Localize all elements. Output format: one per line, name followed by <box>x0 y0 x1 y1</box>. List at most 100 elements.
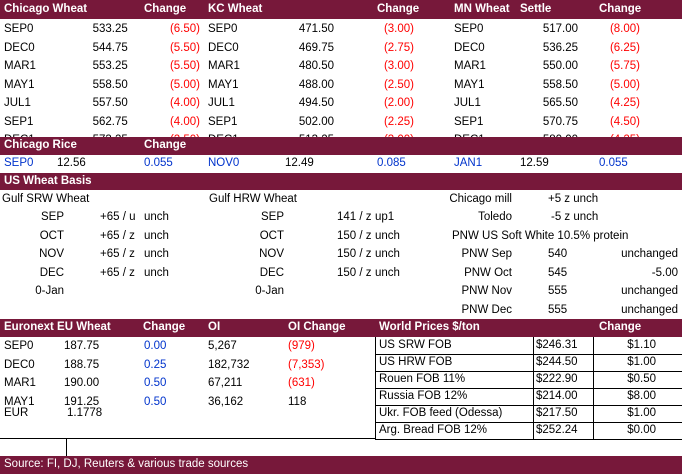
srw-basis-month: DEC <box>39 266 64 279</box>
hrw-basis-month: 0-Jan <box>255 285 284 297</box>
world-row-border <box>375 439 682 440</box>
chicago-mill-value: +5 z unch <box>548 193 599 205</box>
pnw-label: PNW Oct <box>464 266 512 279</box>
kc-change: (2.75) <box>383 41 414 54</box>
world-price: $217.50 <box>536 407 578 419</box>
euronext-world-header: Euronext EU Wheat Change OI OI Change Wo… <box>0 319 682 337</box>
pnw-change: unchanged <box>621 248 678 260</box>
mn-settle: 550.00 <box>542 60 578 73</box>
kc-change: (3.00) <box>383 23 414 36</box>
euronext-change: 0.50 <box>144 377 167 390</box>
euronext-oi-change-label: OI Change <box>288 321 346 333</box>
chicago-settle: 562.75 <box>92 115 128 128</box>
rice-change-3: 0.055 <box>599 157 628 169</box>
euronext-month: SEP0 <box>4 340 34 353</box>
rice-settle-1: 12.56 <box>57 157 86 169</box>
srw-basis-value: +65 / z <box>100 229 135 242</box>
kc-change: (3.00) <box>383 60 414 73</box>
rice-change-label: Change <box>144 139 187 151</box>
world-label: US SRW FOB <box>379 339 452 351</box>
kc-month: JUL1 <box>208 97 235 110</box>
euronext-month: MAY1 <box>4 395 35 408</box>
mn-change: (4.50) <box>609 115 640 128</box>
mn-settle: 558.50 <box>542 78 578 91</box>
hrw-basis-title: Gulf HRW Wheat <box>209 193 297 205</box>
euronext-settle: 188.75 <box>64 358 100 371</box>
world-change: $1.00 <box>627 356 656 368</box>
chicago-month: MAR1 <box>4 60 36 73</box>
kc-month: MAR1 <box>208 60 240 73</box>
chicago-change: (5.50) <box>169 60 200 73</box>
kc-row: DEC0 469.75 (2.75) <box>206 39 416 58</box>
world-label: Rouen FOB 11% <box>379 373 466 385</box>
mn-settle: 536.25 <box>542 41 578 54</box>
mn-month: DEC0 <box>454 41 485 54</box>
rice-header: Chicago Rice Change <box>0 137 682 155</box>
world-price: $214.00 <box>536 390 578 402</box>
pnw-value: 555 <box>548 303 568 316</box>
kc-month: SEP0 <box>208 23 238 36</box>
hrw-basis-note: unch <box>375 248 400 260</box>
chicago-row: DEC0 544.75 (5.50) <box>2 39 202 58</box>
euronext-table: SEP0 187.75 0.00 5,267 (979) DEC0 188.75 0.25 18… <box>2 337 372 411</box>
euronext-oi-change: 118 <box>288 395 307 408</box>
euronext-oi-change: (7,353) <box>288 358 325 371</box>
chicago-change-label: Change <box>144 3 187 15</box>
hrw-basis-value: 150 / z <box>337 248 372 260</box>
hrw-basis-note: up1 <box>375 211 395 223</box>
srw-basis-note: unch <box>144 211 169 223</box>
eur-value: 1.1778 <box>67 407 103 419</box>
srw-basis-value: +65 / u <box>100 211 136 223</box>
srw-basis-month: 0-Jan <box>35 285 64 297</box>
srw-basis-month: SEP <box>40 211 64 223</box>
pnw-label: PNW Dec <box>461 303 512 316</box>
pnw-value: 555 <box>548 285 568 297</box>
euronext-oi: 67,211 <box>208 377 243 390</box>
chicago-row: MAR1 553.25 (5.50) <box>2 57 202 76</box>
mn-row: JUL1 565.50 (4.25) <box>452 94 642 113</box>
rice-change-1: 0.055 <box>144 157 173 169</box>
euronext-title: Euronext EU Wheat <box>4 321 111 333</box>
rice-month-1: SEP0 <box>4 157 34 169</box>
kc-row: MAR1 480.50 (3.00) <box>206 57 416 76</box>
world-price: $252.24 <box>536 424 578 436</box>
chicago-wheat-table: SEP0 533.25 (6.50) DEC0 544.75 (5.50) MAR1 553.… <box>2 20 202 150</box>
euronext-settle: 187.75 <box>64 340 100 353</box>
euronext-oi-change: (631) <box>288 377 315 390</box>
srw-basis-value: +65 / z <box>100 248 135 260</box>
kc-change: (2.00) <box>383 97 414 110</box>
srw-basis-note: unch <box>144 229 169 242</box>
mn-change: (5.00) <box>609 78 640 91</box>
mn-row: SEP0 517.00 (8.00) <box>452 20 642 39</box>
chicago-month: JUL1 <box>4 97 31 110</box>
kc-row: SEP1 502.00 (2.25) <box>206 113 416 132</box>
basis-header: US Wheat Basis <box>0 173 682 190</box>
kc-change-label: Change <box>377 3 420 15</box>
rice-change-2: 0.085 <box>377 157 406 169</box>
srw-basis-month: OCT <box>39 229 64 242</box>
kc-row: MAY1 488.00 (2.50) <box>206 76 416 95</box>
mn-change: (5.75) <box>609 60 640 73</box>
world-label: US HRW FOB <box>379 356 453 368</box>
chicago-row: SEP0 533.25 (6.50) <box>2 20 202 39</box>
chicago-wheat-title: Chicago Wheat <box>4 3 88 15</box>
pnw-value: 540 <box>548 248 568 260</box>
world-label: Russia FOB 12% <box>379 390 468 402</box>
mn-wheat-table: SEP0 517.00 (8.00) DEC0 536.25 (6.25) MAR1 550.… <box>452 20 642 150</box>
world-change: $1.00 <box>627 407 656 419</box>
hrw-basis-note: unch <box>375 229 400 242</box>
pnw-change: unchanged <box>621 285 678 297</box>
mn-settle: 570.75 <box>542 115 578 128</box>
chicago-row: SEP1 562.75 (4.00) <box>2 113 202 132</box>
world-price: $222.90 <box>536 373 578 385</box>
chicago-month: MAY1 <box>4 78 35 91</box>
euronext-change-label: Change <box>143 321 186 333</box>
kc-change: (2.25) <box>383 115 414 128</box>
bottom-divider-tick <box>66 438 67 456</box>
hrw-basis-value: 141 / z <box>337 211 372 223</box>
hrw-basis-month: SEP <box>260 211 284 223</box>
chicago-row: JUL1 557.50 (4.00) <box>2 94 202 113</box>
mn-row: MAY1 558.50 (5.00) <box>452 76 642 95</box>
euronext-row: MAR1 190.00 0.50 67,211 (631) <box>2 374 372 393</box>
mn-change-label: Change <box>599 3 642 15</box>
